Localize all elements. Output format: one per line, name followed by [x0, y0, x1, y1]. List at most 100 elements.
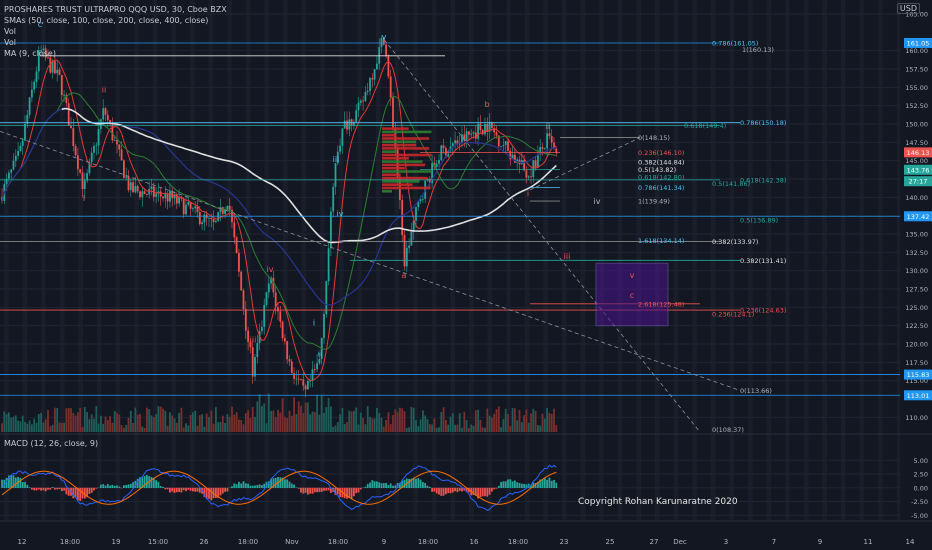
volume-bar — [205, 413, 208, 432]
fib-label: 0.5(136.89) — [740, 217, 778, 225]
macd-histogram-bar — [5, 477, 8, 489]
session-stripe — [208, 0, 214, 520]
macd-histogram-bar — [369, 482, 371, 489]
candle-body — [185, 204, 187, 215]
macd-signal-line — [1, 470, 557, 505]
macd-histogram-bar — [546, 479, 548, 489]
macd-histogram-bar — [387, 484, 390, 489]
ma-legend[interactable]: MA (9, close) — [4, 49, 56, 58]
macd-histogram-bar — [364, 486, 367, 489]
macd-histogram-bar — [155, 480, 157, 489]
volume-bar — [261, 406, 263, 432]
candle-body — [341, 128, 344, 146]
macd-histogram-bar — [219, 487, 222, 496]
candle-body — [553, 142, 555, 149]
macd-histogram-bar — [247, 483, 249, 489]
macd-histogram-bar — [26, 484, 29, 489]
candle-body — [369, 78, 371, 91]
fib-label: 0(108.37) — [712, 426, 744, 434]
candle-body — [403, 235, 406, 267]
candle-body — [405, 247, 408, 267]
candle-body — [224, 209, 226, 214]
candle-body — [263, 304, 266, 327]
macd-histogram-bar — [106, 484, 109, 489]
symbol-title[interactable]: PROSHARES TRUST ULTRAPRO QQQ USD, 30, Cb… — [4, 5, 227, 14]
macd-histogram-bar — [426, 485, 429, 489]
candle-body — [187, 202, 190, 205]
volume-bar — [104, 416, 107, 432]
candle-body — [150, 186, 153, 190]
volume-bar — [141, 426, 144, 432]
volume-bar — [438, 427, 440, 432]
macd-histogram-bar — [359, 487, 362, 490]
fib-label: 1.618(134.14) — [638, 237, 684, 245]
time-axis-label: 14 — [906, 538, 915, 546]
session-stripe — [115, 0, 121, 520]
macd-histogram-bar — [525, 484, 528, 489]
macd-histogram-bar — [274, 477, 277, 489]
candle-body — [323, 314, 325, 338]
candle-body — [385, 44, 387, 57]
volume-bar — [284, 416, 286, 432]
volume-bar — [458, 413, 461, 432]
session-stripe — [4, 0, 9, 520]
macd-histogram-bar — [516, 482, 519, 489]
volume-bar — [382, 426, 385, 432]
volume-bar — [134, 407, 137, 432]
macd-histogram-bar — [534, 482, 537, 489]
macd-histogram-bar — [353, 487, 355, 497]
copyright-text: Copyright Rohan Karunaratne 2020 — [578, 497, 738, 507]
macd-histogram-bar — [281, 477, 284, 489]
volume-bar — [155, 414, 157, 432]
session-stripe — [152, 0, 158, 520]
candle-body — [72, 128, 75, 146]
volume-bar — [37, 414, 40, 432]
volume-bar — [12, 416, 15, 432]
macd-histogram-bar — [90, 487, 93, 493]
macd-histogram-bar — [166, 487, 169, 490]
sma-legend[interactable]: SMAs (50, close, 100, close, 200, close,… — [4, 16, 209, 25]
macd-histogram-bar — [474, 487, 477, 496]
macd-histogram-bar — [12, 475, 15, 489]
volume-profile-bar — [382, 147, 430, 150]
volume-legend[interactable]: Vol — [4, 27, 16, 36]
macd-histogram-bar — [293, 484, 295, 489]
macd-histogram-bar — [120, 487, 123, 489]
volume-bar — [472, 425, 475, 432]
candle-body — [240, 271, 243, 291]
candle-body — [251, 347, 254, 377]
volume-bar — [169, 412, 171, 432]
candle-body — [65, 94, 68, 104]
volume-bar — [419, 419, 422, 432]
session-stripe — [822, 0, 827, 520]
macd-histogram-bar — [1, 479, 3, 489]
macd-legend[interactable]: MACD (12, 26, close, 9) — [4, 439, 99, 448]
candle-body — [477, 123, 479, 139]
wave-label: c — [38, 20, 42, 29]
volume-bar — [279, 412, 282, 432]
macd-histogram-bar — [169, 487, 171, 493]
candle-body — [265, 292, 268, 305]
macd-histogram-bar — [116, 485, 118, 489]
candle-body — [201, 222, 203, 225]
fib-label: 0(148.15) — [638, 134, 670, 142]
price-tick-label: 127.50 — [905, 286, 928, 294]
volume-bar — [249, 417, 252, 432]
volume-bar — [258, 394, 261, 432]
macd-histogram-bar — [316, 487, 318, 493]
volume-bar — [33, 418, 36, 432]
macd-histogram-bar — [523, 483, 525, 489]
macd-histogram-bar — [21, 481, 24, 489]
volume-bar — [481, 427, 484, 432]
volume-legend-2[interactable]: Vol — [4, 38, 16, 47]
macd-histogram-bar — [447, 487, 450, 494]
volume-bar — [210, 410, 213, 432]
volume-bar — [224, 423, 226, 432]
candle-body — [238, 252, 240, 272]
volume-bar — [8, 412, 10, 432]
fib-label: 2.618(125.48) — [638, 300, 684, 308]
time-axis-label: 16 — [470, 538, 479, 546]
time-axis-label: Nov — [285, 538, 299, 546]
currency-badge[interactable]: USD — [896, 3, 920, 14]
